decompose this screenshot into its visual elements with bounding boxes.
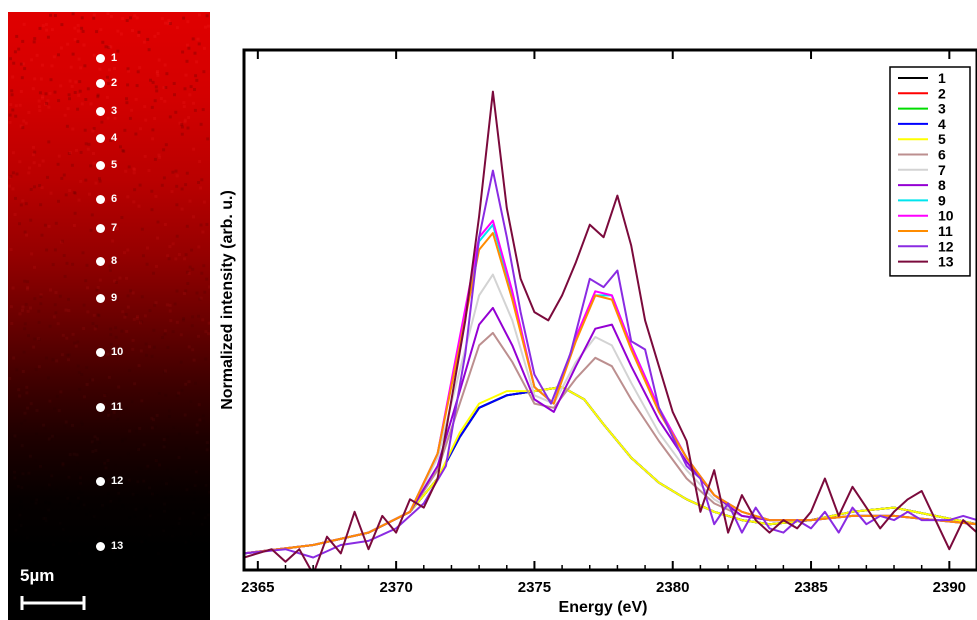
spot-label: 5 bbox=[111, 159, 118, 171]
legend-box bbox=[889, 66, 971, 277]
spot-marker bbox=[96, 223, 105, 233]
spot-5: 5 bbox=[96, 159, 117, 171]
plot-frame bbox=[242, 48, 977, 572]
spot-label: 2 bbox=[111, 77, 118, 89]
series-line-11 bbox=[244, 232, 977, 555]
x-tick-label: 2370 bbox=[379, 579, 412, 596]
legend-label-9: 9 bbox=[938, 192, 946, 208]
spot-label: 8 bbox=[111, 255, 118, 267]
y-axis-label: Normalized intensity (arb. u.) bbox=[219, 190, 236, 410]
spot-label: 10 bbox=[111, 346, 124, 358]
legend-label-7: 7 bbox=[938, 162, 946, 178]
series-line-10 bbox=[244, 219, 977, 555]
series-line-13 bbox=[244, 90, 977, 570]
spot-11: 11 bbox=[96, 401, 123, 413]
legend-label-11: 11 bbox=[938, 223, 953, 239]
x-tick-label: 2390 bbox=[933, 579, 966, 596]
spot-marker bbox=[96, 256, 105, 266]
series-line-9 bbox=[244, 223, 977, 555]
series-line-6 bbox=[244, 331, 977, 555]
spot-3: 3 bbox=[96, 105, 117, 117]
spot-7: 7 bbox=[96, 222, 117, 234]
legend-label-13: 13 bbox=[938, 254, 954, 270]
spot-marker bbox=[96, 476, 105, 486]
spot-12: 12 bbox=[96, 475, 123, 487]
x-tick-label: 2365 bbox=[241, 579, 274, 596]
spot-2: 2 bbox=[96, 77, 117, 89]
series-line-5 bbox=[244, 386, 977, 555]
spot-label: 12 bbox=[111, 475, 124, 487]
legend-label-1: 1 bbox=[938, 70, 946, 86]
scale-bar bbox=[20, 596, 86, 610]
x-tick-label: 2375 bbox=[518, 579, 551, 596]
spot-marker bbox=[96, 347, 105, 357]
spot-13: 13 bbox=[96, 540, 123, 552]
spot-marker bbox=[96, 53, 105, 63]
spot-10: 10 bbox=[96, 346, 123, 358]
spot-marker bbox=[96, 78, 105, 88]
spot-label: 3 bbox=[111, 105, 118, 117]
x-tick-label: 2385 bbox=[794, 579, 827, 596]
scale-bar-label: 5µm bbox=[20, 566, 55, 585]
spot-marker bbox=[96, 160, 105, 170]
legend-label-2: 2 bbox=[938, 85, 946, 101]
spot-8: 8 bbox=[96, 255, 117, 267]
spot-4: 4 bbox=[96, 132, 117, 144]
spot-label: 13 bbox=[111, 540, 124, 552]
x-tick-label: 2380 bbox=[656, 579, 689, 596]
legend-label-5: 5 bbox=[938, 131, 946, 147]
xrf-map-image: 1 2 3 4 5 6 7 8 9 10 11 12 13 5µm bbox=[8, 12, 210, 620]
spot-label: 9 bbox=[111, 292, 118, 304]
spot-marker bbox=[96, 293, 105, 303]
spot-9: 9 bbox=[96, 292, 117, 304]
spot-label: 1 bbox=[111, 52, 118, 64]
spot-label: 11 bbox=[111, 401, 123, 413]
legend-label-6: 6 bbox=[938, 147, 946, 163]
map-texture bbox=[8, 12, 210, 452]
legend-label-3: 3 bbox=[938, 101, 946, 117]
spot-label: 7 bbox=[111, 222, 118, 234]
spot-marker bbox=[96, 106, 105, 116]
legend-label-4: 4 bbox=[938, 116, 946, 132]
series-line-2 bbox=[244, 386, 977, 555]
legend-label-8: 8 bbox=[938, 177, 946, 193]
series-line-4 bbox=[244, 386, 977, 555]
legend-label-10: 10 bbox=[938, 208, 954, 224]
series-line-12 bbox=[244, 169, 977, 559]
spot-label: 4 bbox=[111, 132, 118, 144]
spot-marker bbox=[96, 402, 105, 412]
legend-label-12: 12 bbox=[938, 238, 954, 254]
x-axis-label: Energy (eV) bbox=[559, 599, 648, 616]
spot-marker bbox=[96, 133, 105, 143]
spot-marker bbox=[96, 194, 105, 204]
series-line-3 bbox=[244, 386, 977, 555]
spot-6: 6 bbox=[96, 193, 117, 205]
spot-marker bbox=[96, 541, 105, 551]
spot-label: 6 bbox=[111, 193, 118, 205]
spot-1: 1 bbox=[96, 52, 117, 64]
series-line-1 bbox=[244, 386, 977, 555]
